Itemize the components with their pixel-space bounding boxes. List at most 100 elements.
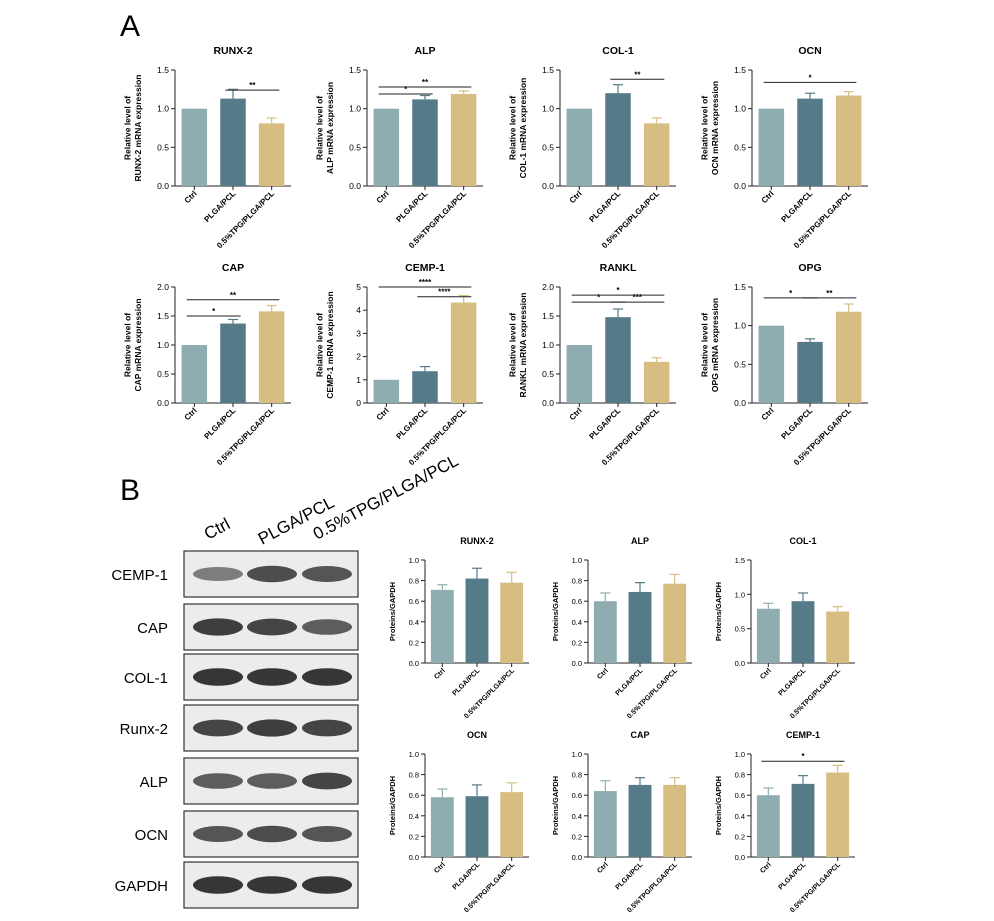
y-tick-label: 1 xyxy=(356,375,361,385)
blot-row-label: GAPDH xyxy=(115,878,168,895)
blot-band xyxy=(193,719,243,737)
bar xyxy=(373,108,400,186)
x-tick-label: PLGA/PCL xyxy=(394,406,429,441)
y-axis-label: Relative level of xyxy=(123,96,133,160)
bar xyxy=(605,93,631,186)
y-tick-label: 1.0 xyxy=(735,750,745,759)
blot-band xyxy=(302,826,352,842)
bar xyxy=(181,345,208,403)
bar xyxy=(450,93,477,186)
y-tick-label: 0.4 xyxy=(572,618,582,627)
y-tick-label: 0.8 xyxy=(409,771,419,780)
bar-chart-0: RUNX-2 Relative level of RUNX-2 mRNA expre… xyxy=(123,45,291,250)
y-tick-label: 1.5 xyxy=(157,311,169,321)
significance-label: ** xyxy=(422,78,429,87)
y-axis-label: Proteins/GAPDH xyxy=(551,776,560,835)
bar xyxy=(643,123,670,186)
y-tick-label: 1.5 xyxy=(734,65,746,75)
blot-band xyxy=(193,567,243,581)
significance-label: * xyxy=(789,289,793,298)
blot-band xyxy=(193,618,243,636)
x-tick-label: Ctrl xyxy=(596,861,610,875)
y-tick-label: 0.0 xyxy=(542,181,554,191)
y-tick-label: 1.5 xyxy=(349,65,361,75)
y-axis-label: CEMP-1 mRNA expression xyxy=(325,291,335,398)
blot-row-label: CEMP-1 xyxy=(111,567,168,584)
y-tick-label: 0.5 xyxy=(542,369,554,379)
x-tick-label: PLGA/PCL xyxy=(779,406,814,441)
chart-title: OCN xyxy=(798,45,821,57)
bar xyxy=(566,108,593,186)
bar xyxy=(628,591,652,663)
y-axis-label: Relative level of xyxy=(315,313,325,377)
y-tick-label: 0.0 xyxy=(572,853,582,862)
y-tick-label: 0.5 xyxy=(734,142,746,152)
blot-band xyxy=(247,773,297,789)
x-tick-label: PLGA/PCL xyxy=(451,667,481,697)
bar xyxy=(628,784,652,857)
x-tick-label: Ctrl xyxy=(759,861,773,875)
y-tick-label: 0.4 xyxy=(409,812,419,821)
y-tick-label: 0.0 xyxy=(735,659,745,668)
bar xyxy=(756,795,780,857)
y-axis-label: ALP mRNA expression xyxy=(325,82,335,174)
significance-label: ** xyxy=(826,289,833,298)
y-tick-label: 0.5 xyxy=(735,625,745,634)
y-tick-label: 0.2 xyxy=(409,832,419,841)
y-tick-label: 0.0 xyxy=(157,181,169,191)
y-tick-label: 5 xyxy=(356,282,361,292)
significance-label: ** xyxy=(249,81,256,90)
bar xyxy=(835,311,862,403)
y-tick-label: 1.5 xyxy=(542,65,554,75)
blot-band xyxy=(193,826,243,842)
y-tick-label: 0.5 xyxy=(157,142,169,152)
significance-label: * xyxy=(597,293,601,302)
blot-row: COL-1 xyxy=(124,653,359,701)
chart-title: COL-1 xyxy=(790,536,817,546)
y-tick-label: 0.4 xyxy=(735,812,745,821)
significance-label: ** xyxy=(634,70,641,79)
blot-row: CAP xyxy=(137,603,359,651)
x-tick-label: Ctrl xyxy=(596,667,610,681)
y-tick-label: 0.5 xyxy=(734,359,746,369)
chart-title: CAP xyxy=(630,730,649,740)
bar xyxy=(835,95,862,186)
bar-chart-2: COL-1 Relative level of COL-1 mRNA express… xyxy=(508,45,676,250)
y-axis-label: Proteins/GAPDH xyxy=(388,776,397,835)
bar xyxy=(593,601,617,663)
bar xyxy=(756,608,780,663)
chart-title: CEMP-1 xyxy=(405,262,445,274)
bar xyxy=(593,791,617,857)
bar-chart-12: CAP Proteins/GAPDH 0.0 0.2 0.4 0.6 0.8 1.0 Ctrl P… xyxy=(551,730,692,914)
blot-row-label: ALP xyxy=(140,774,168,791)
y-tick-label: 1.0 xyxy=(157,104,169,114)
y-tick-label: 1.0 xyxy=(572,750,582,759)
y-tick-label: 1.5 xyxy=(734,282,746,292)
bar xyxy=(797,341,823,403)
bar xyxy=(791,783,815,857)
x-tick-label: PLGA/PCL xyxy=(587,406,622,441)
y-tick-label: 0.4 xyxy=(572,812,582,821)
bar xyxy=(797,98,823,186)
x-tick-label: Ctrl xyxy=(375,406,391,422)
y-tick-label: 1.0 xyxy=(409,556,419,565)
y-tick-label: 1.5 xyxy=(157,65,169,75)
y-axis-label: OPG mRNA expression xyxy=(710,298,720,392)
y-axis-label: Proteins/GAPDH xyxy=(714,776,723,835)
y-tick-label: 0.0 xyxy=(349,181,361,191)
bar xyxy=(412,99,438,186)
y-tick-label: 4 xyxy=(356,305,361,315)
y-tick-label: 0.0 xyxy=(409,853,419,862)
bar xyxy=(500,582,524,663)
bar xyxy=(500,792,524,857)
blot-band xyxy=(193,773,243,789)
blot-band xyxy=(302,566,352,582)
bar xyxy=(643,361,670,403)
x-tick-label: Ctrl xyxy=(760,189,776,205)
significance-label: * xyxy=(616,286,620,295)
x-tick-label: Ctrl xyxy=(433,861,447,875)
x-tick-label: Ctrl xyxy=(759,667,773,681)
chart-title: RUNX-2 xyxy=(460,536,494,546)
